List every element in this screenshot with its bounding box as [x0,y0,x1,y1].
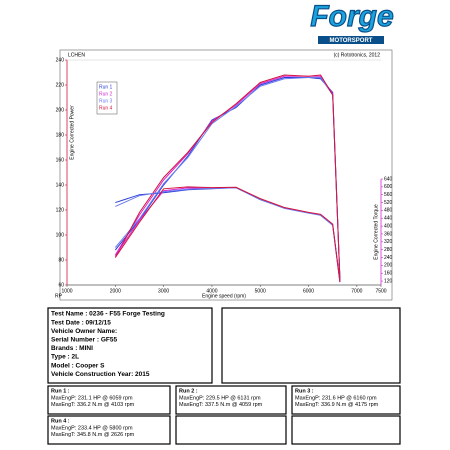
info-line: Model : Cooper S [51,362,105,369]
run-line: MaxEngT: 336.2 N.m @ 4103 rpm [51,402,135,408]
y2-tick-label: 440 [384,216,393,222]
run-title: Run 2 : [179,388,198,394]
logo: Forge MOTORSPORT [310,0,395,44]
run-box [47,385,171,415]
chart-frame [59,49,393,301]
x-tick-label: 2000 [110,288,121,294]
y2-tick-label: 640 [384,176,393,182]
run-title: Run 4 : [51,418,70,424]
x-tick-label: 1000 [61,288,72,294]
x-unit: RP [55,293,63,299]
empty-box [175,415,287,445]
power-line [114,74,341,281]
chart: 6080100120140160180200220240120160200240… [55,57,393,299]
info-line: Test Date : 09/12/15 [51,319,111,326]
power-line [114,75,341,281]
chart-annotation: LCHEN [68,52,85,58]
x-axis-title: Engine speed (rpm) [202,293,246,299]
run-line: MaxEngT: 345.8 N.m @ 2626 rpm [51,432,135,438]
y2-tick-label: 360 [384,231,393,237]
power-line [114,77,341,281]
y2-tick-label: 240 [384,255,393,261]
y2-tick-label: 200 [384,263,393,269]
y2-axis-title: Engine Corrected Torque [373,204,379,260]
empty-box [221,307,401,384]
x-tick-label: 6000 [303,288,314,294]
power-line [114,77,341,281]
legend-label: Run 4 [99,105,113,111]
run-box [175,385,287,415]
legend-label: Run 2 [99,91,113,97]
y-tick-label: 160 [56,157,65,163]
y-axis-title: Engine Corrected Power [69,105,75,160]
info-line: Vehicle Owner Name: [51,328,117,335]
info-line: Serial Number : GF55 [51,337,117,344]
run-line: MaxEngT: 336.9 N.m @ 4175 rpm [295,402,379,408]
x-tick-label: 7000 [351,288,362,294]
y-tick-label: 100 [56,232,65,238]
y-tick-label: 60 [58,282,64,288]
x-tick-label: 7500 [375,288,386,294]
empty-box [291,415,401,445]
logo-brand: Forge [310,0,393,33]
y-tick-label: 180 [56,132,65,138]
run-title: Run 1 : [51,388,70,394]
run-line: MaxEngP: 231.6 HP @ 6160 rpm [295,395,377,401]
run-line: MaxEngT: 337.5 N.m @ 4059 rpm [179,402,263,408]
torque-line [115,187,341,283]
torque-line [114,186,341,283]
y-tick-label: 120 [56,207,65,213]
y-tick-label: 200 [56,107,65,113]
x-tick-label: 4000 [206,288,217,294]
legend-label: Run 3 [99,98,113,104]
run-title: Run 3 : [295,388,314,394]
y2-tick-label: 120 [384,278,393,284]
y2-tick-label: 480 [384,208,393,214]
run-box [291,385,401,415]
info-line: Test Name : 0236 - F55 Forge Testing [51,311,165,318]
y-tick-label: 240 [56,57,65,63]
info-box [47,307,213,384]
y2-tick-label: 160 [384,271,393,277]
y2-tick-label: 560 [384,192,393,198]
run-box [47,415,171,445]
run-line: MaxEngP: 231.1 HP @ 6059 rpm [51,395,133,401]
y-tick-label: 220 [56,82,65,88]
legend-label: Run 1 [99,84,113,90]
run-line: MaxEngP: 233.4 HP @ 5800 rpm [51,425,133,431]
legend-box [96,81,118,115]
y2-tick-label: 400 [384,223,393,229]
y2-tick-label: 320 [384,239,393,245]
y-tick-label: 80 [58,257,64,263]
runs: Run 1 :MaxEngP: 231.1 HP @ 6059 rpmMaxEn… [47,385,401,445]
y2-tick-label: 280 [384,247,393,253]
x-tick-label: 5000 [255,288,266,294]
x-tick-label: 3000 [158,288,169,294]
info-line: Brands : MINI [51,345,93,352]
run-line: MaxEngP: 229.5 HP @ 6131 rpm [179,395,261,401]
logo-bar [318,36,384,44]
info-line: Type : 2L [51,354,79,361]
y-tick-label: 140 [56,182,65,188]
info-line: Vehicle Construction Year: 2015 [51,371,150,378]
y2-tick-label: 520 [384,200,393,206]
y2-tick-label: 600 [384,184,393,190]
logo-tagline: MOTORSPORT [330,38,373,44]
chart-annotation: (c) Rototronics, 2012 [334,52,381,58]
